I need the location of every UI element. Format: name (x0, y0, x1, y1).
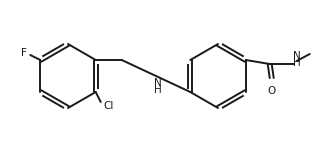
Text: N: N (154, 78, 162, 88)
Text: F: F (21, 48, 27, 58)
Text: O: O (268, 86, 276, 96)
Text: N: N (293, 51, 300, 61)
Text: H: H (154, 85, 162, 95)
Text: H: H (293, 58, 300, 68)
Text: Cl: Cl (104, 101, 114, 111)
